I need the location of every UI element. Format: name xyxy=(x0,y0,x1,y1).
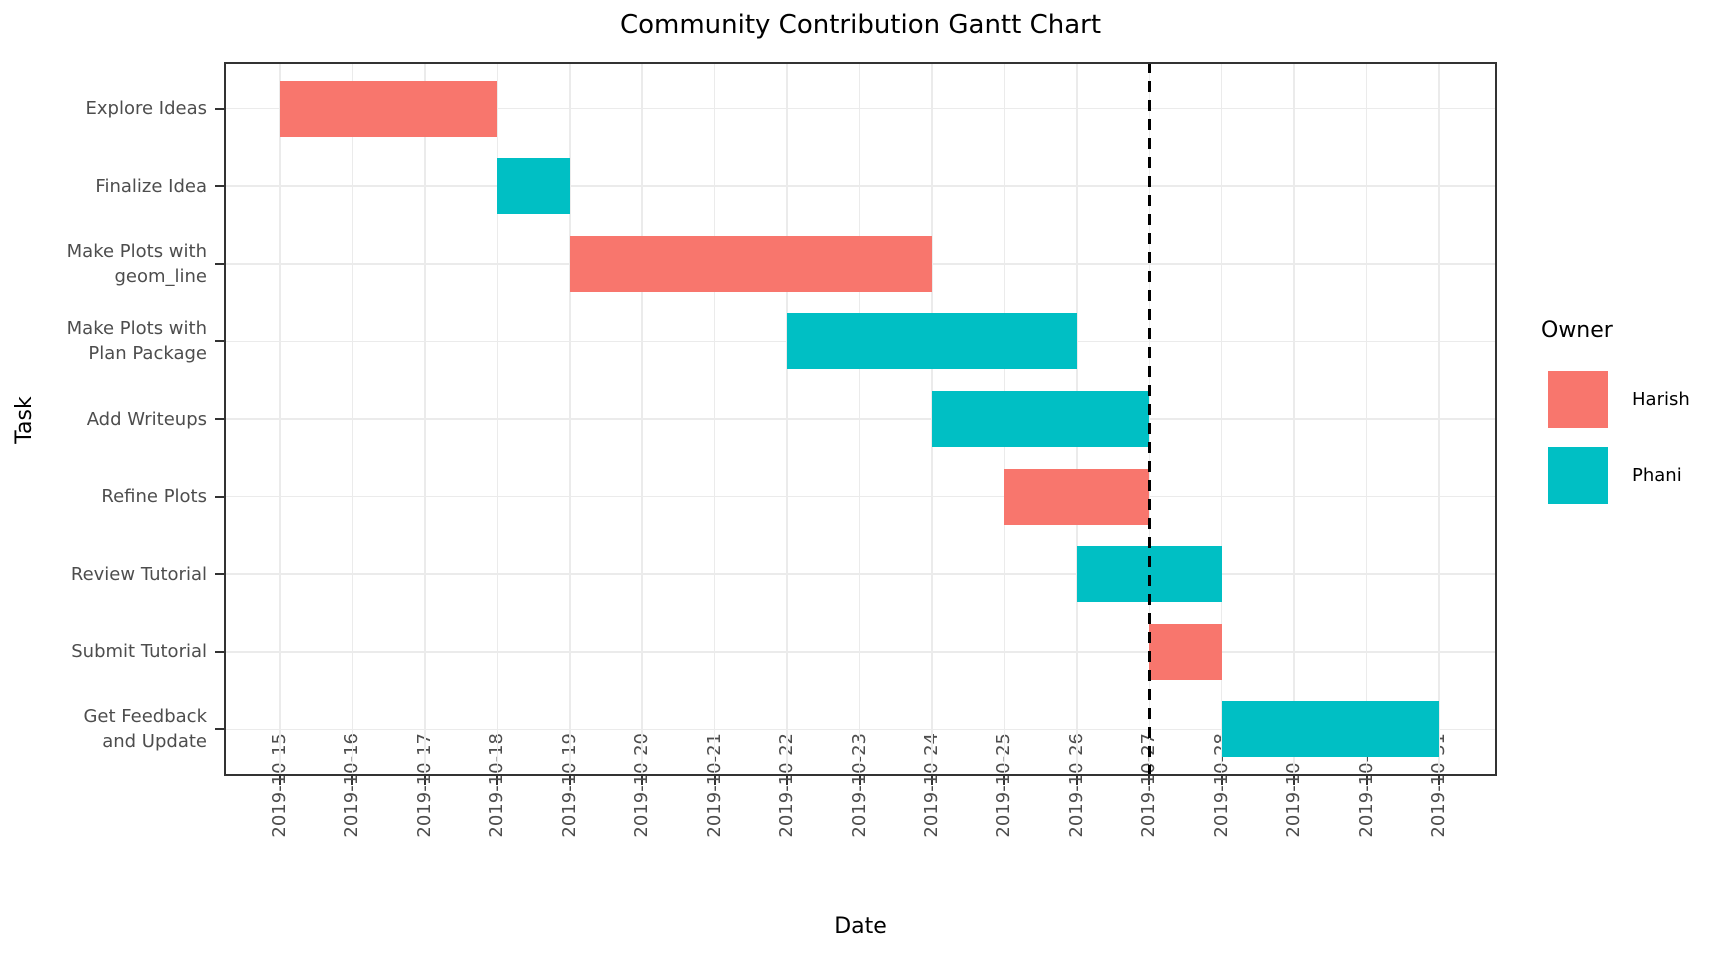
legend-title: Owner xyxy=(1541,318,1613,343)
y-axis-tick xyxy=(215,728,224,731)
gridline-horizontal xyxy=(224,728,1497,731)
gantt-bar xyxy=(1004,468,1150,525)
plot-panel xyxy=(224,62,1497,776)
legend-entry-phani: Phani xyxy=(1548,447,1728,504)
y-axis-tick xyxy=(215,340,224,343)
gridline-horizontal xyxy=(224,573,1497,575)
legend-entry-harish: Harish xyxy=(1548,371,1728,428)
legend: Owner Harish Phani xyxy=(1541,318,1728,523)
legend-label-harish: Harish xyxy=(1632,389,1690,410)
y-axis-tick xyxy=(215,495,224,498)
y-tick-label: Get Feedback and Update xyxy=(83,706,207,753)
gantt-bar xyxy=(497,158,570,215)
y-tick-label: Review Tutorial xyxy=(70,563,207,585)
y-tick-label: Submit Tutorial xyxy=(71,641,207,663)
y-axis-tick xyxy=(215,262,224,265)
gantt-bar xyxy=(569,235,932,292)
gridline-horizontal xyxy=(224,418,1497,420)
y-axis-tick xyxy=(215,573,224,576)
y-tick-label: Add Writeups xyxy=(86,408,207,430)
x-axis-tick xyxy=(1003,776,1006,785)
chart-title: Community Contribution Gantt Chart xyxy=(619,10,1102,40)
x-axis-tick xyxy=(713,776,716,785)
x-axis-tick xyxy=(496,776,499,785)
gantt-bar xyxy=(1221,701,1439,758)
x-axis-tick xyxy=(1365,776,1368,785)
x-axis-tick xyxy=(279,776,281,785)
gantt-bar xyxy=(1149,623,1222,680)
legend-swatch-phani xyxy=(1548,447,1608,504)
legend-label-phani: Phani xyxy=(1632,465,1682,486)
x-axis-tick xyxy=(930,776,933,785)
x-axis-tick xyxy=(1438,776,1440,785)
x-axis-tick xyxy=(1075,776,1078,785)
y-tick-label: Make Plots with Plan Package xyxy=(66,318,207,365)
y-tick-label: Make Plots with geom_line xyxy=(66,240,207,287)
x-axis-tick xyxy=(858,776,861,785)
x-axis-tick xyxy=(641,776,644,785)
x-axis-title: Date xyxy=(834,914,887,939)
legend-entries: Harish Phani xyxy=(1541,371,1728,504)
today-reference-line xyxy=(1147,62,1151,776)
x-axis-tick xyxy=(786,776,789,785)
gridline-horizontal xyxy=(224,107,1497,110)
x-axis-tick xyxy=(568,776,571,785)
x-axis-tick xyxy=(1148,776,1151,785)
gridline-horizontal xyxy=(224,185,1497,187)
y-tick-label: Explore Ideas xyxy=(85,98,207,120)
y-axis-tick xyxy=(215,418,224,420)
x-axis-tick xyxy=(1220,776,1223,785)
y-tick-label: Finalize Idea xyxy=(95,175,207,197)
gantt-bar xyxy=(787,313,1077,370)
y-axis-tick xyxy=(215,185,224,188)
gridline-horizontal xyxy=(224,651,1497,653)
y-tick-label: Refine Plots xyxy=(101,486,207,508)
x-axis-tick xyxy=(1293,776,1296,785)
legend-swatch-harish xyxy=(1548,371,1608,428)
gantt-bar xyxy=(931,391,1150,447)
x-axis-tick xyxy=(351,776,354,785)
y-axis-tick xyxy=(215,650,224,653)
y-axis-tick xyxy=(215,107,224,110)
gridline-horizontal xyxy=(224,495,1497,498)
x-axis-tick xyxy=(423,776,426,785)
gantt-bar xyxy=(280,80,498,137)
